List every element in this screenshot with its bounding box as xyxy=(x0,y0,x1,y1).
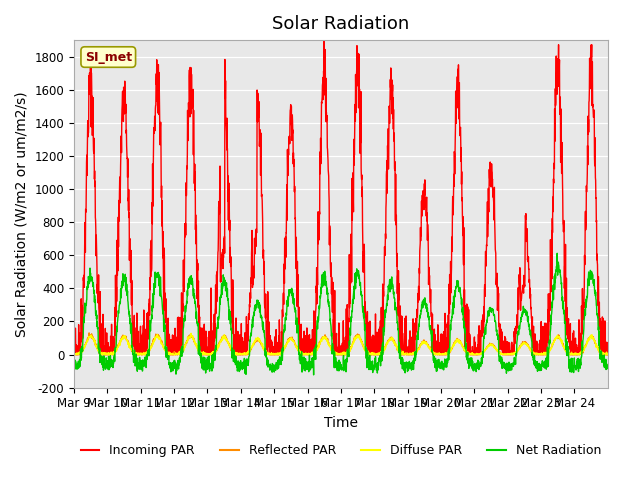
Net Radiation xyxy=(596,352,604,358)
Incoming PAR xyxy=(502,352,509,358)
Reflected PAR xyxy=(70,352,78,358)
Text: SI_met: SI_met xyxy=(84,50,132,63)
Diffuse PAR xyxy=(70,351,78,357)
Incoming PAR xyxy=(604,352,612,358)
Reflected PAR xyxy=(596,350,604,356)
Title: Solar Radiation: Solar Radiation xyxy=(272,15,410,33)
Incoming PAR xyxy=(70,352,78,358)
Reflected PAR xyxy=(532,351,540,357)
Diffuse PAR xyxy=(70,352,78,358)
Line: Incoming PAR: Incoming PAR xyxy=(74,26,608,355)
Incoming PAR xyxy=(373,335,381,340)
Net Radiation xyxy=(532,364,540,370)
Diffuse PAR xyxy=(124,339,131,345)
Diffuse PAR xyxy=(532,352,540,358)
Diffuse PAR xyxy=(604,352,612,358)
Incoming PAR xyxy=(320,24,328,29)
Net Radiation xyxy=(124,290,131,296)
Net Radiation xyxy=(310,372,317,378)
Diffuse PAR xyxy=(596,348,604,354)
Diffuse PAR xyxy=(373,350,381,356)
Incoming PAR xyxy=(532,351,540,357)
Incoming PAR xyxy=(124,175,131,180)
Diffuse PAR xyxy=(239,351,247,357)
Legend: Incoming PAR, Reflected PAR, Diffuse PAR, Net Radiation: Incoming PAR, Reflected PAR, Diffuse PAR… xyxy=(76,439,606,462)
Net Radiation xyxy=(502,361,509,367)
Net Radiation xyxy=(604,366,612,372)
Diffuse PAR xyxy=(502,352,509,358)
Incoming PAR xyxy=(239,352,246,358)
Incoming PAR xyxy=(596,350,604,356)
Incoming PAR xyxy=(70,343,78,349)
Reflected PAR xyxy=(604,352,612,358)
Net Radiation xyxy=(373,365,381,371)
Reflected PAR xyxy=(70,351,78,357)
Line: Net Radiation: Net Radiation xyxy=(74,253,608,375)
Reflected PAR xyxy=(373,351,381,357)
Reflected PAR xyxy=(124,340,132,346)
Y-axis label: Solar Radiation (W/m2 or um/m2/s): Solar Radiation (W/m2 or um/m2/s) xyxy=(15,91,29,336)
Reflected PAR xyxy=(85,330,93,336)
Reflected PAR xyxy=(502,351,509,357)
Line: Diffuse PAR: Diffuse PAR xyxy=(74,333,608,355)
Reflected PAR xyxy=(239,352,247,358)
Net Radiation xyxy=(554,251,561,256)
Line: Reflected PAR: Reflected PAR xyxy=(74,333,608,355)
Diffuse PAR xyxy=(188,330,195,336)
X-axis label: Time: Time xyxy=(324,416,358,430)
Net Radiation xyxy=(70,364,78,370)
Net Radiation xyxy=(239,366,246,372)
